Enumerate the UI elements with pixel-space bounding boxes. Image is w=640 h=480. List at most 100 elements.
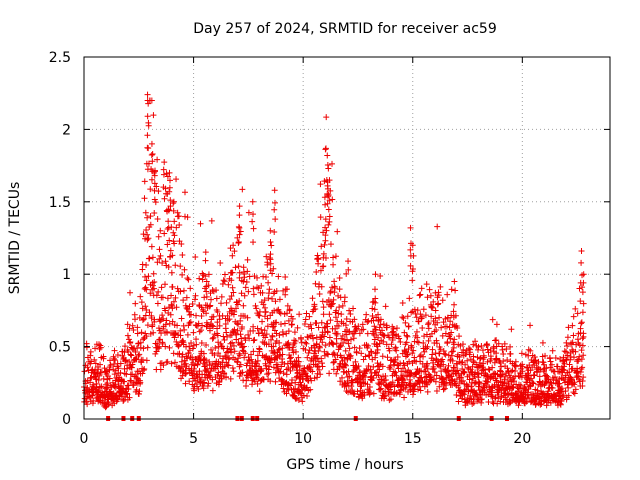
data-point	[186, 303, 193, 310]
data-point	[327, 241, 334, 248]
data-point	[315, 324, 322, 331]
data-point	[195, 385, 202, 392]
data-point	[236, 212, 243, 219]
data-point	[370, 375, 377, 382]
data-point	[245, 331, 252, 338]
data-point	[306, 364, 313, 371]
data-point	[157, 366, 164, 373]
data-point	[189, 356, 196, 363]
data-point	[547, 358, 554, 365]
data-point	[234, 234, 241, 241]
data-point	[143, 333, 150, 340]
data-point	[295, 396, 302, 403]
data-point	[381, 332, 388, 339]
data-point	[226, 355, 233, 362]
data-point	[580, 352, 587, 359]
data-point	[172, 262, 179, 269]
data-point	[286, 355, 293, 362]
data-point	[369, 305, 376, 312]
data-point	[330, 341, 337, 348]
data-point	[578, 259, 585, 266]
data-point	[343, 270, 350, 277]
data-point	[230, 289, 237, 296]
data-point	[293, 374, 300, 381]
data-point	[469, 389, 476, 396]
data-point	[135, 352, 142, 359]
data-point	[318, 355, 325, 362]
data-point	[460, 369, 467, 376]
data-point	[366, 352, 373, 359]
data-point	[129, 322, 136, 329]
data-point	[142, 273, 149, 280]
data-point	[199, 276, 206, 283]
data-point	[231, 308, 238, 315]
data-point	[141, 366, 148, 373]
data-point	[347, 311, 354, 318]
data-point	[324, 162, 331, 169]
data-point	[259, 318, 266, 325]
data-point	[297, 381, 304, 388]
data-point	[322, 254, 329, 261]
data-point	[330, 254, 337, 261]
data-point	[459, 366, 466, 373]
data-point	[276, 352, 283, 359]
data-point	[572, 386, 579, 393]
data-point	[428, 313, 435, 320]
data-point	[162, 281, 169, 288]
data-point	[527, 367, 534, 374]
data-point	[205, 369, 212, 376]
data-point	[236, 269, 243, 276]
data-point	[327, 289, 334, 296]
data-point	[170, 298, 177, 305]
data-point	[464, 357, 471, 364]
data-point	[386, 397, 393, 404]
data-point	[309, 295, 316, 302]
data-point	[332, 253, 339, 260]
data-point	[580, 271, 587, 278]
data-point	[316, 290, 323, 297]
x-axis-label: GPS time / hours	[286, 457, 403, 473]
data-point	[545, 388, 552, 395]
data-point	[275, 306, 282, 313]
data-point	[403, 382, 410, 389]
data-point	[186, 378, 193, 385]
data-point	[154, 259, 161, 266]
data-point	[87, 352, 94, 359]
data-point	[408, 344, 415, 351]
data-point	[467, 346, 474, 353]
data-point	[302, 339, 309, 346]
data-point	[309, 368, 316, 375]
data-point	[97, 361, 104, 368]
data-point	[102, 404, 109, 411]
data-point	[141, 285, 148, 292]
data-point	[423, 281, 430, 288]
data-point	[193, 312, 200, 319]
data-point	[468, 383, 475, 390]
data-point	[568, 340, 575, 347]
data-point	[574, 372, 581, 379]
data-point	[386, 347, 393, 354]
data-point	[167, 311, 174, 318]
data-point	[325, 192, 332, 199]
data-point	[250, 291, 257, 298]
data-point	[95, 377, 102, 384]
data-point	[122, 358, 129, 365]
data-point	[376, 366, 383, 373]
data-point	[145, 235, 152, 242]
data-point	[425, 325, 432, 332]
data-point	[338, 311, 345, 318]
data-point	[528, 375, 535, 382]
data-point	[424, 360, 431, 367]
data-point	[201, 371, 208, 378]
data-point	[166, 237, 173, 244]
data-point	[140, 336, 147, 343]
data-point	[337, 343, 344, 350]
data-point	[154, 215, 161, 222]
data-point	[213, 287, 220, 294]
data-point	[153, 183, 160, 190]
data-point	[173, 176, 180, 183]
data-point	[143, 227, 150, 234]
data-point	[362, 374, 369, 381]
data-point	[231, 248, 238, 255]
data-point	[141, 195, 148, 202]
